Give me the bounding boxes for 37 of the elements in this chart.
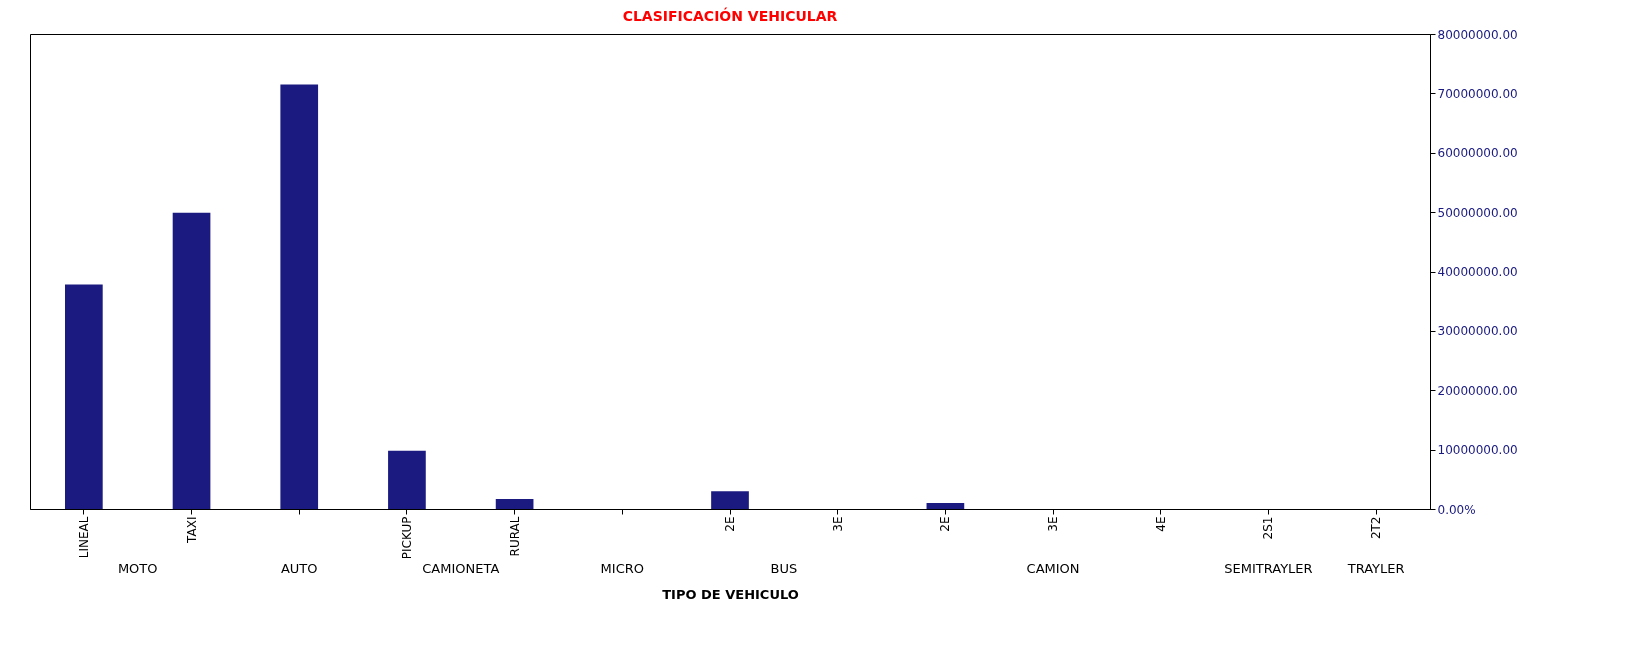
y2-tick-label: 0.00% bbox=[1437, 502, 1476, 517]
y2-tick-label: 10000000.00 bbox=[1437, 443, 1518, 458]
x-tick-label: 2E bbox=[938, 516, 953, 532]
x-tick-label: 2S1 bbox=[1261, 516, 1276, 540]
text: CAMION bbox=[1026, 561, 1080, 576]
x-tick-label: PICKUP bbox=[399, 516, 414, 560]
x-tick-label: 4E bbox=[1153, 516, 1168, 532]
x-tick-label: LINEAL bbox=[76, 516, 91, 559]
x-tick-label: RURAL bbox=[507, 516, 522, 557]
y2-tick-label: 20000000.00 bbox=[1437, 383, 1518, 398]
bar bbox=[65, 284, 103, 509]
y2-tick-label: 40000000.00 bbox=[1437, 265, 1518, 279]
x-axis-title: TIPO DE VEHICULO bbox=[662, 587, 799, 603]
text: CAMIONETA bbox=[422, 561, 500, 576]
x-tick-label: 3E bbox=[830, 516, 845, 532]
y2-tick-label: 70000000.00 bbox=[1437, 86, 1518, 101]
y2-tick-label: 60000000.00 bbox=[1437, 146, 1518, 161]
x-tick-label: 2T2 bbox=[1369, 516, 1384, 540]
x-tick-label: 2E bbox=[723, 516, 737, 532]
chart-title: CLASIFICACIÓN VEHICULAR bbox=[622, 7, 838, 24]
text: MOTO bbox=[117, 561, 158, 576]
text: BUS bbox=[770, 561, 798, 576]
x-tick-label: TAXI bbox=[184, 516, 199, 544]
y2-tick-label: 50000000.00 bbox=[1437, 205, 1518, 220]
text: SEMITRAYLER bbox=[1224, 561, 1313, 576]
bar bbox=[711, 491, 749, 509]
text: MICRO bbox=[600, 561, 645, 576]
bar bbox=[495, 498, 534, 509]
text: AUTO bbox=[280, 561, 318, 576]
bar bbox=[280, 84, 319, 509]
bar bbox=[172, 212, 211, 509]
text: TRAYLER bbox=[1346, 561, 1405, 576]
bar bbox=[926, 503, 965, 509]
y2-tick-label: 80000000.00 bbox=[1437, 27, 1518, 42]
y2-tick-label: 30000000.00 bbox=[1437, 324, 1518, 339]
x-tick-label: 3E bbox=[1046, 516, 1061, 532]
bar bbox=[388, 450, 426, 509]
